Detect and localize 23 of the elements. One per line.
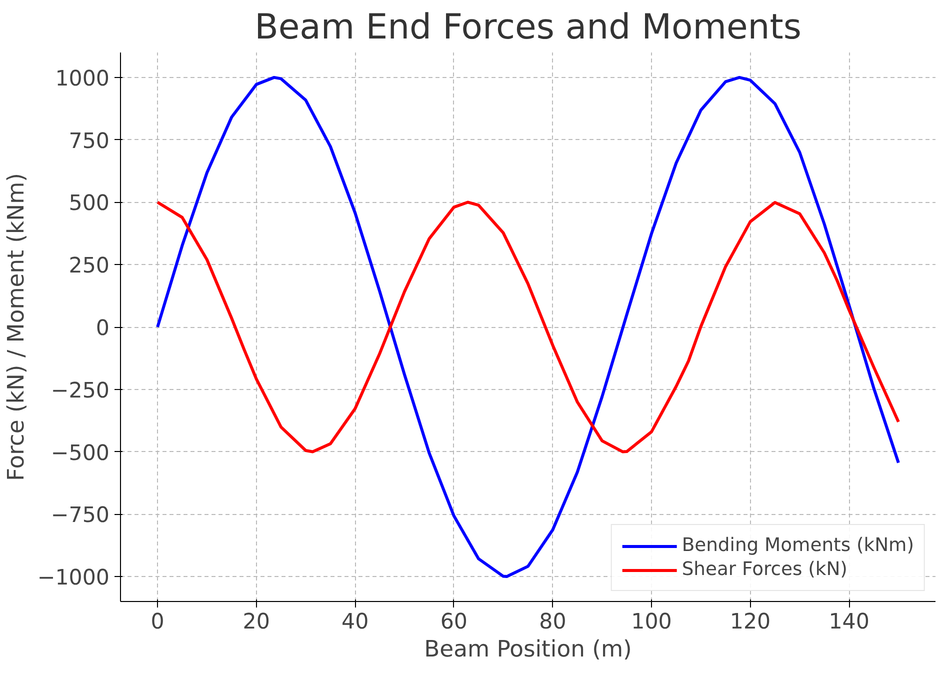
y-tick-label: 1000 bbox=[55, 66, 110, 92]
y-tick-label: −500 bbox=[50, 440, 110, 466]
x-tick-label: 0 bbox=[150, 610, 164, 634]
x-tick-label: 80 bbox=[539, 610, 566, 634]
x-tick-label: 20 bbox=[242, 610, 270, 634]
legend-label: Bending Moments (kNm) bbox=[682, 535, 914, 556]
y-tick-label: 500 bbox=[68, 191, 110, 216]
y-tick-label: 750 bbox=[68, 128, 110, 154]
x-tick-label: 140 bbox=[828, 610, 870, 634]
x-tick-label: 100 bbox=[631, 610, 672, 634]
legend-label: Shear Forces (kN) bbox=[682, 559, 848, 580]
y-tick-label: −750 bbox=[50, 503, 110, 528]
y-tick-label: −1000 bbox=[37, 566, 110, 591]
y-tick-label: 0 bbox=[96, 316, 110, 341]
x-axis-title: Beam Position (m) bbox=[424, 636, 632, 662]
y-tick-label: −250 bbox=[50, 378, 110, 404]
line-series bbox=[156, 200, 900, 454]
x-tick-label: 120 bbox=[730, 610, 771, 634]
y-tick-label: 250 bbox=[68, 254, 110, 279]
chart-title: Beam End Forces and Moments bbox=[254, 8, 802, 48]
y-axis-title: Force (kN) / Moment (kNm) bbox=[3, 173, 30, 481]
x-tick-label: 60 bbox=[440, 610, 468, 634]
x-tick-label: 40 bbox=[342, 610, 369, 634]
